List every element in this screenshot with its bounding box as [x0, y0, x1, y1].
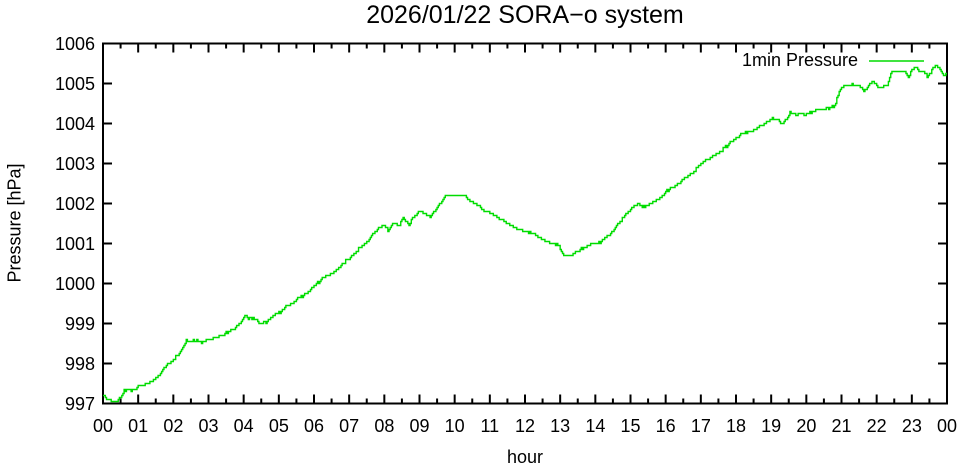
x-tick-label: 19 [761, 416, 782, 436]
y-tick-label: 1000 [54, 273, 95, 294]
x-tick-label: 13 [550, 416, 571, 436]
x-tick-label: 14 [585, 416, 606, 436]
chart-title: 2026/01/22 SORA−o system [366, 1, 684, 29]
y-tick-label: 1005 [54, 73, 95, 94]
y-tick-label: 997 [64, 393, 95, 414]
x-tick-label: 03 [198, 416, 219, 436]
y-tick-label: 998 [64, 353, 95, 374]
y-tick-label: 1004 [54, 113, 95, 134]
y-tick-label: 1002 [54, 193, 95, 214]
y-tick-label: 1006 [54, 33, 95, 54]
pressure-series-line [103, 64, 947, 403]
x-tick-label: 04 [233, 416, 254, 436]
x-tick-label: 16 [655, 416, 676, 436]
x-tick-label: 00 [92, 416, 114, 436]
x-tick-label: 01 [128, 416, 149, 436]
y-tick-label: 999 [64, 313, 95, 334]
x-tick-label: 07 [339, 416, 360, 436]
y-tick-label: 1003 [54, 153, 95, 174]
x-tick-label: 11 [480, 416, 500, 436]
legend-label: 1min Pressure [741, 50, 858, 70]
x-tick-label: 15 [620, 416, 641, 436]
x-tick-label: 05 [268, 416, 289, 436]
y-axis-label: Pressure [hPa] [4, 163, 25, 283]
x-tick-label: 22 [866, 416, 887, 436]
x-tick-label: 23 [901, 416, 922, 436]
x-tick-label: 00 [936, 416, 958, 436]
x-tick-label: 21 [831, 416, 852, 436]
y-tick-label: 1001 [54, 233, 95, 254]
x-tick-label: 18 [725, 416, 747, 436]
x-tick-label: 12 [514, 416, 536, 436]
x-tick-label: 06 [303, 416, 325, 436]
x-tick-label: 02 [163, 416, 184, 436]
x-tick-label: 09 [409, 416, 430, 436]
x-tick-label: 20 [796, 416, 817, 436]
x-axis-label: hour [506, 447, 544, 467]
plot-border [102, 42, 948, 405]
x-tick-label: 17 [690, 416, 711, 436]
x-tick-label: 10 [444, 416, 465, 436]
x-tick-label: 08 [374, 416, 395, 436]
